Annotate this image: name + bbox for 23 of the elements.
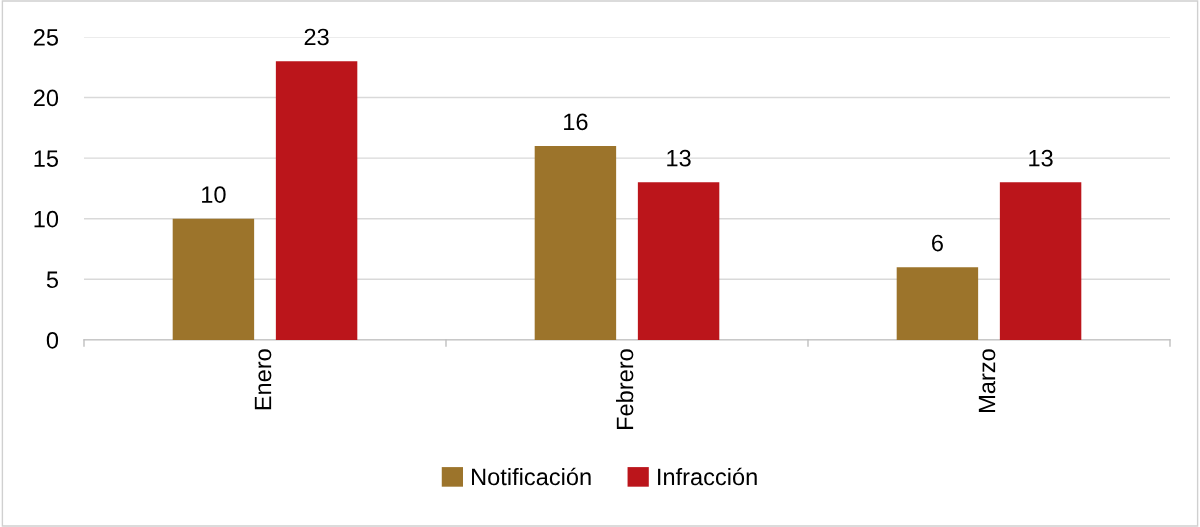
y-tick-label: 25 [33,28,59,46]
bar [534,145,617,340]
y-tick-label: 10 [34,210,59,228]
data-label: 6 [932,234,943,252]
bar [172,218,255,340]
legend-label: Notificación [472,467,591,486]
y-tick-label: 0 [46,331,59,349]
y-tick-label: 5 [46,271,59,289]
data-label: 10 [202,186,226,203]
bar [999,182,1082,340]
bar [275,61,358,340]
x-tick-label: Marzo [978,349,996,412]
data-label: 16 [564,113,588,131]
x-tick-label: Enero [254,349,272,410]
bar [896,267,979,340]
data-label: 13 [1029,149,1053,167]
x-tick-label: Febrero [615,349,634,429]
y-tick-label: 15 [34,150,59,167]
y-tick-label: 20 [33,89,59,107]
data-label: 23 [304,28,329,46]
data-label: 13 [667,149,691,167]
legend-label: Infracción [658,467,757,486]
bar [637,182,720,340]
